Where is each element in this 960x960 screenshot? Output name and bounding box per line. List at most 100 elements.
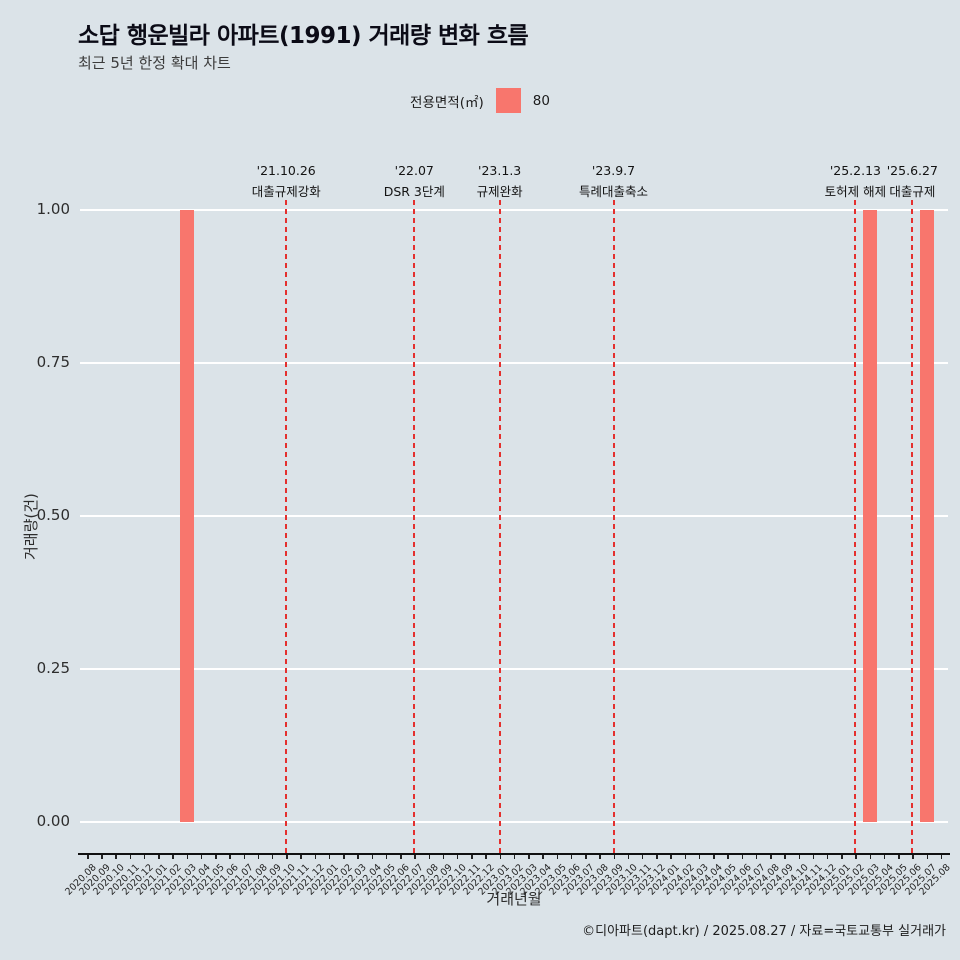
x-tick-mark <box>328 855 331 859</box>
x-tick-mark <box>528 855 530 859</box>
x-tick-mark <box>826 855 829 859</box>
x-tick-mark <box>400 855 402 859</box>
x-tick-mark <box>556 855 559 859</box>
event-label: 대출규제 <box>889 184 936 199</box>
x-tick-mark <box>755 855 758 859</box>
event-line <box>498 200 501 853</box>
x-tick-mark <box>428 855 431 859</box>
x-tick-mark <box>770 855 772 859</box>
x-tick-mark <box>101 855 103 859</box>
x-tick-mark <box>727 855 729 859</box>
gridline <box>80 821 948 823</box>
x-tick-mark <box>585 855 587 859</box>
x-tick-mark <box>257 855 260 859</box>
x-tick-mark <box>485 855 487 859</box>
event-annotation: '21.10.26 대출규제강화 <box>211 160 361 202</box>
event-label: 규제완화 <box>476 184 523 199</box>
y-axis-title: 거래량(건) <box>22 493 40 560</box>
x-tick-mark <box>471 855 473 859</box>
legend: 전용면적(㎡) 80 <box>0 88 960 113</box>
x-tick-mark <box>343 855 345 859</box>
x-tick-mark <box>414 855 416 859</box>
x-tick-mark <box>456 855 459 859</box>
x-tick-mark <box>513 855 516 859</box>
event-line <box>911 200 914 853</box>
chart-title: 소답 행운빌라 아파트(1991) 거래량 변화 흐름 <box>78 23 529 49</box>
x-tick-mark <box>869 855 872 859</box>
x-tick-mark <box>442 855 445 859</box>
x-tick-mark <box>841 855 843 859</box>
x-tick-mark <box>855 855 857 859</box>
x-tick-mark <box>158 855 160 859</box>
x-tick-mark <box>186 855 189 859</box>
bar <box>862 210 877 822</box>
x-tick-mark <box>684 855 687 859</box>
x-tick-mark <box>300 855 302 859</box>
gridline <box>80 362 948 364</box>
x-tick-mark <box>200 855 203 859</box>
event-date: '25.2.13 <box>829 163 881 178</box>
x-tick-mark <box>243 855 246 859</box>
x-tick-mark <box>286 855 288 859</box>
x-tick-mark <box>599 855 601 859</box>
event-line <box>413 200 416 853</box>
chart-subtitle: 최근 5년 한정 확대 차트 <box>78 54 231 72</box>
x-tick-mark <box>940 855 943 859</box>
x-tick-mark <box>314 855 317 859</box>
x-tick-mark <box>798 855 800 859</box>
event-annotation: '25.6.27 대출규제 <box>837 160 960 202</box>
event-annotation: '23.9.7 특례대출축소 <box>539 160 689 202</box>
x-tick-mark <box>129 855 132 859</box>
x-tick-mark <box>898 855 900 859</box>
event-date: '23.9.7 <box>591 163 636 178</box>
x-tick-mark <box>912 855 914 859</box>
x-tick-mark <box>784 855 786 859</box>
bar <box>919 210 934 822</box>
event-annotation: '25.2.13 토허제 해제 <box>780 160 930 202</box>
gridline <box>80 515 948 517</box>
event-date: '25.6.27 <box>886 163 938 178</box>
gridline <box>80 209 948 211</box>
x-tick-mark <box>656 855 658 859</box>
legend-swatch <box>495 88 521 113</box>
x-tick-mark <box>357 855 359 859</box>
event-annotation: '22.07 DSR 3단계 <box>339 160 489 202</box>
x-tick-mark <box>613 855 615 859</box>
y-tick-label: 0.75 <box>36 353 70 371</box>
x-axis-title: 거래년월 <box>486 890 542 908</box>
gridline <box>80 668 948 670</box>
event-date: '22.07 <box>394 163 434 178</box>
x-tick-mark <box>87 855 89 859</box>
x-tick-mark <box>542 855 544 859</box>
x-tick-mark <box>627 855 630 859</box>
x-tick-mark <box>385 855 388 859</box>
bar <box>179 210 194 822</box>
y-tick-label: 0.50 <box>36 506 70 524</box>
x-tick-mark <box>641 855 644 859</box>
legend-value: 80 <box>532 92 550 109</box>
x-tick-mark <box>229 855 231 859</box>
x-tick-mark <box>172 855 174 859</box>
event-date: '23.1.3 <box>478 163 522 178</box>
x-tick-mark <box>812 855 815 859</box>
y-tick-label: 0.25 <box>36 659 70 677</box>
y-tick-label: 0.00 <box>36 812 70 830</box>
event-line <box>854 200 857 853</box>
x-tick-mark <box>215 855 217 859</box>
event-annotation: '23.1.3 규제완화 <box>425 160 575 202</box>
x-tick-mark <box>371 855 374 859</box>
x-tick-mark <box>698 855 701 859</box>
x-tick-mark <box>499 855 502 859</box>
x-tick-mark <box>741 855 744 859</box>
event-label: 특례대출축소 <box>578 184 648 199</box>
event-label: 토허제 해제 <box>824 184 887 199</box>
y-tick-label: 1.00 <box>36 200 70 218</box>
event-label: 대출규제강화 <box>251 184 321 199</box>
event-line <box>612 200 615 853</box>
x-tick-mark <box>570 855 573 859</box>
x-tick-mark <box>115 855 117 859</box>
x-tick-mark <box>713 855 715 859</box>
x-tick-mark <box>883 855 886 859</box>
